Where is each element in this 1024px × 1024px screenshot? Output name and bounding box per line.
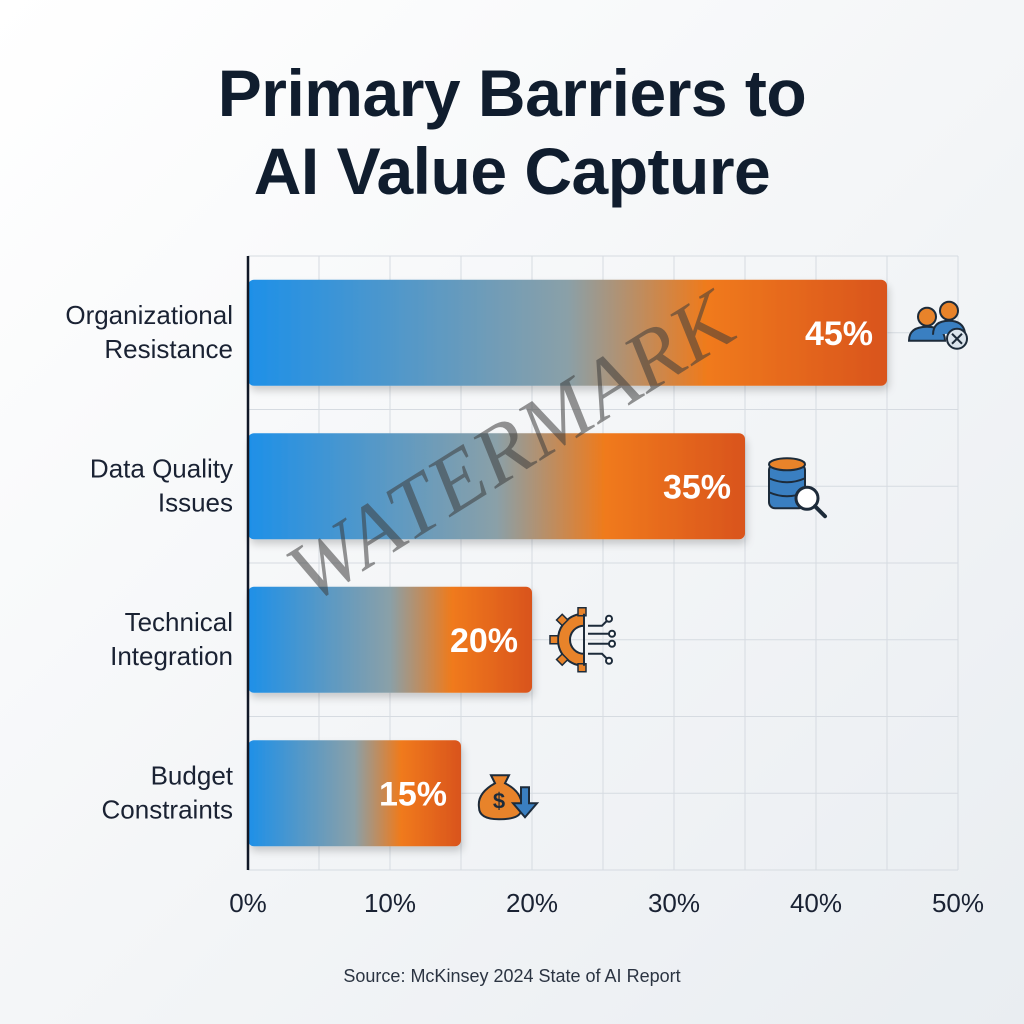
x-tick-label: 40% xyxy=(790,888,842,918)
database-search-icon xyxy=(768,457,827,519)
money-bag-down-icon: $ xyxy=(477,774,540,821)
category-label: Constraints xyxy=(102,794,234,824)
bar xyxy=(248,433,745,540)
x-tick-label: 30% xyxy=(648,888,700,918)
x-tick-label: 10% xyxy=(364,888,416,918)
category-label: Technical xyxy=(125,607,233,637)
bar xyxy=(248,279,887,386)
category-label: Budget xyxy=(151,760,234,790)
bars: 45% 35% 20% 15% xyxy=(248,279,887,847)
chart-title-line-2: AI Value Capture xyxy=(253,134,771,208)
x-tick-label: 20% xyxy=(506,888,558,918)
category-label: Data Quality xyxy=(90,453,233,483)
bar-value-label: 35% xyxy=(663,468,731,506)
category-label: Issues xyxy=(158,487,233,517)
category-label: Resistance xyxy=(104,334,233,364)
bar-value-label: 20% xyxy=(450,622,518,660)
svg-text:$: $ xyxy=(493,788,505,813)
chart-title-line-1: Primary Barriers to xyxy=(217,56,807,130)
people-x-icon xyxy=(907,300,968,350)
category-label: Integration xyxy=(110,641,233,671)
bar xyxy=(248,740,461,847)
source-note: Source: McKinsey 2024 State of AI Report xyxy=(343,966,681,986)
bar-value-label: 45% xyxy=(805,315,873,353)
bar xyxy=(248,586,532,693)
chart-title: Primary Barriers to AI Value Capture xyxy=(0,54,1024,210)
bar-icons: $ xyxy=(477,300,968,821)
gear-circuit-icon xyxy=(549,607,616,673)
bar-value-label: 15% xyxy=(379,775,447,813)
x-tick-label: 0% xyxy=(229,888,267,918)
category-labels: Organizational Resistance Data Quality Issu… xyxy=(65,300,233,825)
category-label: Organizational xyxy=(65,300,233,330)
x-axis-ticks: 0% 10% 20% 30% 40% 50% xyxy=(229,888,984,918)
x-tick-label: 50% xyxy=(932,888,984,918)
